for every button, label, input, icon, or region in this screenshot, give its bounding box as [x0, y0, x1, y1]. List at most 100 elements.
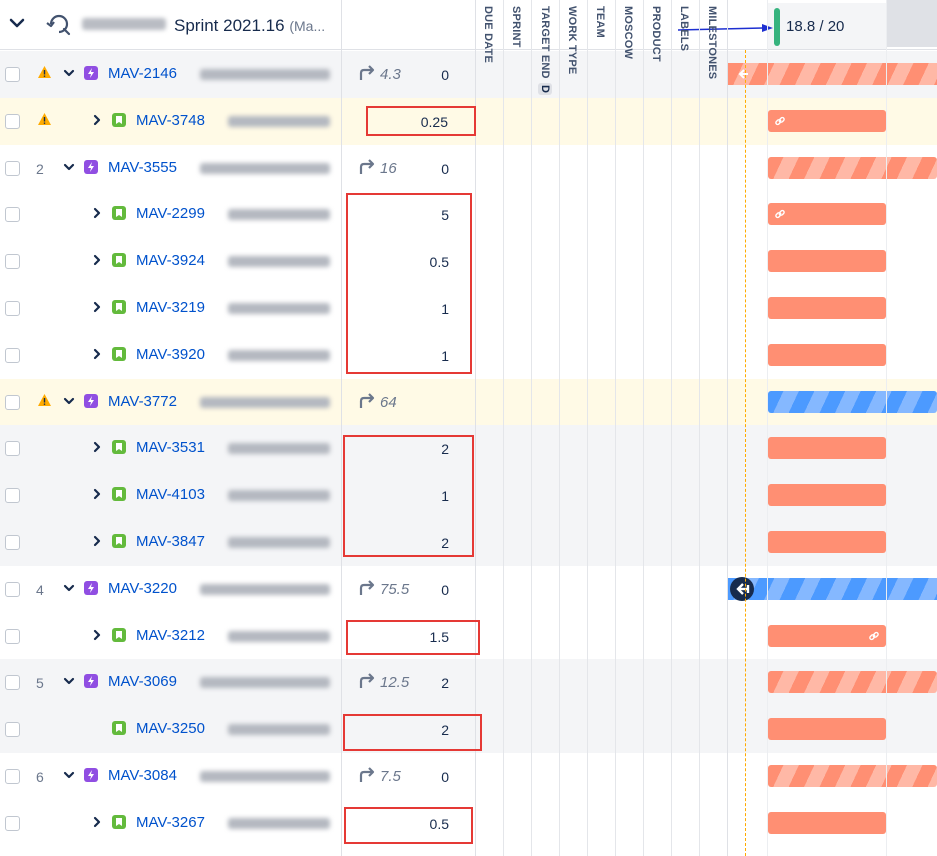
estimate-value[interactable]: 0.5: [429, 254, 449, 271]
row-checkbox[interactable]: [5, 394, 20, 410]
row-checkbox[interactable]: [5, 628, 20, 644]
timeline-bar[interactable]: [768, 437, 886, 460]
timeline-bar[interactable]: [768, 671, 937, 694]
issue-key-link[interactable]: MAV-3748: [136, 111, 205, 129]
chevron-down-icon[interactable]: [63, 675, 75, 687]
chevron-down-icon[interactable]: [63, 161, 75, 173]
chevron-right-icon[interactable]: [91, 629, 103, 641]
timeline-bar[interactable]: [728, 576, 937, 601]
issue-key-link[interactable]: MAV-3267: [136, 813, 205, 831]
row-checkbox[interactable]: [5, 254, 20, 270]
estimate-value[interactable]: 0.5: [429, 815, 449, 832]
timeline-bar[interactable]: [768, 531, 886, 553]
chevron-right-icon[interactable]: [91, 207, 103, 219]
timeline-bar[interactable]: [768, 109, 886, 132]
row-checkbox[interactable]: [5, 535, 20, 550]
row-checkbox[interactable]: [5, 769, 20, 784]
estimate-value[interactable]: 0: [441, 67, 449, 83]
timeline-bar[interactable]: [768, 811, 886, 834]
estimate-value[interactable]: 1: [441, 301, 449, 317]
chevron-right-icon[interactable]: [91, 348, 103, 360]
chevron-right-icon[interactable]: [91, 301, 103, 313]
estimate-value[interactable]: 1.5: [429, 628, 449, 645]
row-checkbox[interactable]: [5, 815, 20, 831]
chevron-right-icon[interactable]: [91, 114, 103, 126]
issue-key-link[interactable]: MAV-3847: [136, 533, 205, 550]
issue-key-link[interactable]: MAV-3084: [108, 767, 177, 784]
chevron-down-icon[interactable]: [63, 67, 75, 79]
issue-key-link[interactable]: MAV-2146: [108, 65, 177, 82]
column-header-sprint[interactable]: SPRINT: [510, 6, 522, 48]
timeline-bar[interactable]: [768, 765, 937, 787]
column-header-work-type[interactable]: WORK TYPE: [566, 6, 578, 75]
timeline-bar[interactable]: [768, 343, 886, 366]
row-checkbox[interactable]: [5, 488, 20, 504]
issue-key-link[interactable]: MAV-3924: [136, 252, 205, 270]
estimate-value[interactable]: 0: [441, 769, 449, 785]
row-checkbox[interactable]: [5, 347, 20, 363]
chevron-right-icon[interactable]: [91, 488, 103, 500]
column-header-target-end[interactable]: TARGET ENDD: [538, 6, 552, 95]
column-header-moscow[interactable]: MOSCOW: [622, 6, 634, 60]
column-header-product[interactable]: PRODUCT: [650, 6, 662, 62]
sprint-title[interactable]: Sprint 2021.16 (Ma...: [174, 16, 326, 35]
column-divider: [587, 0, 588, 856]
timeline-bar[interactable]: [768, 484, 886, 507]
row-checkbox[interactable]: [5, 581, 20, 597]
issue-key-link[interactable]: MAV-3531: [136, 439, 205, 457]
issue-key-link[interactable]: MAV-3220: [108, 579, 177, 597]
timeline-bar[interactable]: [768, 250, 886, 273]
row-checkbox[interactable]: [5, 301, 20, 316]
chevron-down-icon[interactable]: [63, 395, 75, 407]
row-checkbox[interactable]: [5, 722, 20, 738]
chevron-right-icon[interactable]: [91, 535, 103, 547]
column-header-team[interactable]: TEAM: [594, 6, 606, 38]
link-icon: [775, 116, 785, 125]
issue-key-link[interactable]: MAV-3069: [108, 673, 177, 691]
estimate-value[interactable]: 0: [441, 581, 449, 598]
timeline-bar[interactable]: [768, 156, 937, 179]
column-header-due-date[interactable]: DUE DATE: [482, 6, 494, 64]
issue-key-link[interactable]: MAV-3920: [136, 345, 205, 363]
estimate-value[interactable]: 1: [441, 347, 449, 364]
timeline-bar[interactable]: [768, 203, 886, 226]
row-checkbox[interactable]: [5, 160, 20, 176]
row-checkbox[interactable]: [5, 441, 20, 457]
rank-number: 2: [36, 160, 44, 177]
issue-key-link[interactable]: MAV-4103: [136, 486, 205, 504]
timeline-bar[interactable]: [768, 297, 886, 319]
estimate-value[interactable]: 0.25: [420, 113, 448, 130]
row-checkbox[interactable]: [5, 207, 20, 223]
timeline-bar[interactable]: [768, 718, 886, 741]
issue-key-link[interactable]: MAV-3772: [108, 392, 177, 410]
estimate-value[interactable]: 1: [441, 488, 449, 505]
issue-key-link[interactable]: MAV-2299: [136, 205, 205, 223]
row-checkbox[interactable]: [5, 675, 20, 691]
issue-key-link[interactable]: MAV-3555: [108, 158, 177, 176]
estimate-value[interactable]: 2: [441, 722, 449, 739]
warning-icon: [38, 393, 51, 406]
chevron-right-icon[interactable]: [91, 816, 103, 828]
chevron-right-icon[interactable]: [91, 441, 103, 453]
chevron-right-icon[interactable]: [91, 254, 103, 266]
row-checkbox[interactable]: [5, 113, 20, 129]
timeline-bar[interactable]: [768, 624, 886, 647]
back-arrow-icon[interactable]: [730, 576, 754, 601]
chevron-down-icon[interactable]: [63, 769, 75, 781]
estimate-value[interactable]: 0: [441, 160, 449, 177]
estimate-value[interactable]: 2: [441, 535, 449, 551]
estimate-value[interactable]: 5: [441, 207, 449, 224]
table-row: 2 MAV-3555 16 0: [0, 144, 937, 192]
issue-key-link[interactable]: MAV-3219: [136, 299, 205, 316]
estimate-value[interactable]: 2: [441, 441, 449, 458]
column-header-labels[interactable]: LABELS: [678, 6, 690, 52]
estimate-value[interactable]: 2: [441, 675, 449, 692]
row-checkbox[interactable]: [5, 67, 20, 82]
chevron-down-icon[interactable]: [8, 14, 26, 32]
timeline-bar[interactable]: [768, 390, 937, 413]
issue-key-link[interactable]: MAV-3212: [136, 626, 205, 644]
timeline-bar[interactable]: [728, 63, 937, 85]
chevron-down-icon[interactable]: [63, 582, 75, 594]
column-header-milestones[interactable]: MILESTONES: [706, 6, 718, 80]
issue-key-link[interactable]: MAV-3250: [136, 720, 205, 738]
